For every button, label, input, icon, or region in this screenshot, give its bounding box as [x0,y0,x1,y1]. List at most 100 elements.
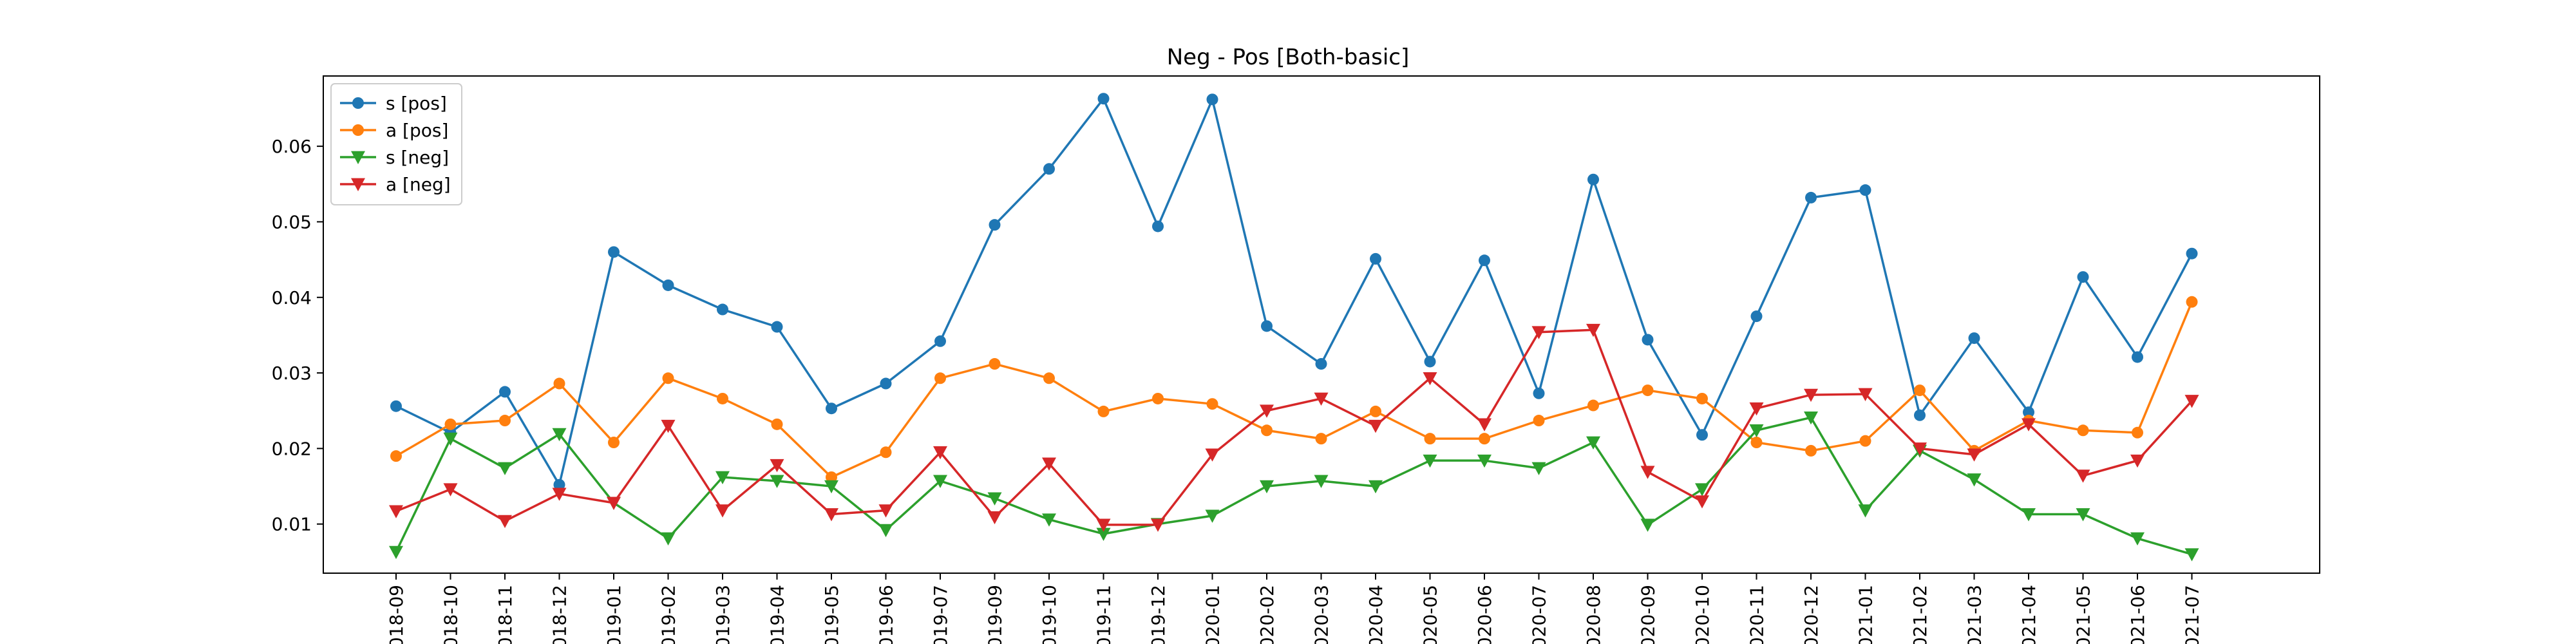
data-point [1914,384,1926,397]
data-point [1750,310,1763,323]
data-point [1587,173,1599,185]
series-line [395,328,2193,526]
legend-marker [352,124,364,136]
data-point [552,428,567,442]
data-point [1260,480,1274,494]
data-point [1368,419,1383,433]
data-point [1423,454,1437,468]
data-point [1097,93,1110,105]
series-layer [389,93,2199,562]
data-point [1479,254,1490,267]
data-point [715,504,730,518]
data-point [1152,392,1164,404]
data-point [1477,454,1492,468]
data-point [2130,532,2145,546]
data-point [1043,163,1055,175]
data-point [717,303,728,316]
data-point [499,386,511,398]
legend-label: a [pos] [386,120,448,141]
x-tick-label: 2018-09 [386,585,407,644]
data-point [1696,429,1708,441]
data-point [826,471,837,483]
data-point [1042,457,1056,471]
x-tick-label: 2020-04 [1365,585,1387,644]
x-tick-label: 2019-09 [985,585,1006,644]
data-point [661,419,676,433]
data-point [1804,411,1818,425]
x-axis: 2018-09 2018-10 2018-11 2018-12 2019-01 2019-… [386,573,2203,644]
data-point [1206,398,1218,410]
data-point [1531,462,1546,475]
x-tick-label: 2019-10 [1039,585,1060,644]
data-point [1152,220,1164,232]
legend-label: s [pos] [386,93,447,114]
x-tick-label: 2020-12 [1801,585,1822,644]
data-point [662,372,674,384]
data-point [553,377,565,390]
data-point [1913,442,1927,456]
data-point [989,219,1001,231]
data-point [444,418,457,430]
data-point [1315,433,1327,445]
x-tick-label: 2021-04 [2018,585,2040,644]
data-point [498,515,512,529]
data-point [987,492,1002,506]
x-tick-label: 2021-01 [1855,585,1877,644]
chart-title: Neg - Pos [Both-basic] [1167,44,1410,70]
data-point [715,471,730,484]
data-point [770,459,784,473]
data-point [1967,473,1982,487]
data-point [824,508,838,522]
data-point [1642,384,1654,397]
x-tick-label: 2021-02 [1909,585,1931,644]
series-line [395,301,2193,478]
series-1 [390,93,2198,491]
data-point [878,524,893,538]
x-tick-label: 2020-11 [1747,585,1768,644]
data-point [443,432,458,446]
data-point [1205,448,1220,462]
data-point [1096,518,1111,532]
x-tick-label: 2021-06 [2127,585,2148,644]
data-point [1859,435,1871,447]
x-tick-label: 2021-03 [1964,585,1985,644]
data-point [390,400,402,412]
y-tick-label: 0.01 [272,514,312,535]
data-point [1260,404,1274,418]
data-point [1261,320,1273,332]
data-point [1424,433,1436,445]
data-point [933,446,947,460]
y-tick-label: 0.05 [272,211,312,232]
data-point [662,279,674,291]
data-point [1206,93,1218,106]
y-tick-label: 0.03 [272,363,312,384]
legend-marker [352,97,364,109]
x-tick-label: 2020-03 [1311,585,1332,644]
data-point [2023,406,2034,419]
data-point [389,545,403,560]
legend-label: s [neg] [386,147,449,168]
data-point [1042,513,1056,527]
series-line [395,97,2193,486]
data-point [2077,271,2089,283]
x-tick-label: 2019-01 [603,585,625,644]
x-tick-label: 2019-12 [1148,585,1169,644]
x-tick-label: 2020-06 [1474,585,1495,644]
data-point [1423,372,1437,386]
data-point [1097,405,1110,417]
data-point [1968,332,1980,345]
data-point [1805,191,1817,204]
data-point [2186,296,2198,308]
data-point [661,532,676,546]
legend: s [pos] a [pos] s [neg] a [neg] [330,83,462,205]
x-tick-label: 2020-09 [1638,585,1659,644]
x-tick-label: 2019-06 [876,585,897,644]
data-point [1858,504,1873,518]
data-point [2022,508,2036,522]
data-point [1479,433,1490,445]
data-point [1859,184,1871,196]
legend-marker [351,178,365,191]
x-tick-label: 2019-05 [821,585,842,644]
data-point [1696,392,1708,404]
data-point [2132,426,2143,439]
